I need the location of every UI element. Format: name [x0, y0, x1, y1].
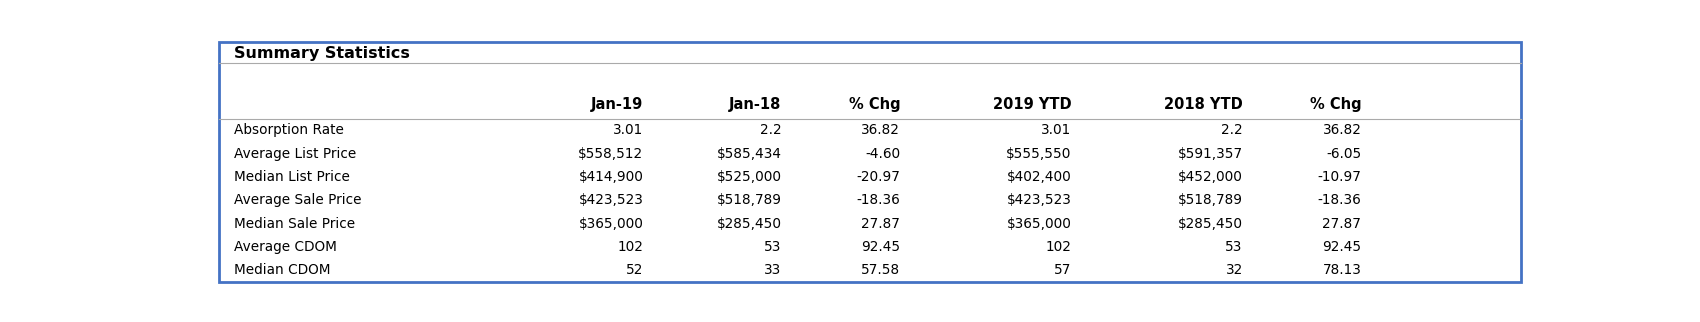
Text: 52: 52 [626, 263, 643, 277]
Text: 53: 53 [1226, 240, 1243, 254]
Text: Jan-19: Jan-19 [592, 97, 643, 112]
Text: $558,512: $558,512 [578, 147, 643, 161]
Text: $525,000: $525,000 [717, 170, 782, 184]
Text: -4.60: -4.60 [865, 147, 901, 161]
Text: 53: 53 [765, 240, 782, 254]
Text: -18.36: -18.36 [1318, 193, 1362, 207]
Text: Absorption Rate: Absorption Rate [233, 123, 343, 137]
Text: 92.45: 92.45 [1323, 240, 1362, 254]
FancyBboxPatch shape [219, 43, 1522, 282]
Text: -6.05: -6.05 [1326, 147, 1362, 161]
Text: $452,000: $452,000 [1178, 170, 1243, 184]
Text: $365,000: $365,000 [1006, 217, 1071, 231]
Text: Median Sale Price: Median Sale Price [233, 217, 355, 231]
Text: $423,523: $423,523 [1006, 193, 1071, 207]
Text: 2.2: 2.2 [760, 123, 782, 137]
Text: % Chg: % Chg [848, 97, 901, 112]
Text: Jan-18: Jan-18 [729, 97, 782, 112]
Text: 36.82: 36.82 [862, 123, 901, 137]
Text: % Chg: % Chg [1309, 97, 1362, 112]
Text: Average List Price: Average List Price [233, 147, 355, 161]
Text: $365,000: $365,000 [578, 217, 643, 231]
Text: 3.01: 3.01 [1042, 123, 1071, 137]
Text: Average Sale Price: Average Sale Price [233, 193, 360, 207]
Text: $591,357: $591,357 [1178, 147, 1243, 161]
Text: 102: 102 [617, 240, 643, 254]
Text: $423,523: $423,523 [578, 193, 643, 207]
Text: $285,450: $285,450 [1178, 217, 1243, 231]
Text: Median List Price: Median List Price [233, 170, 350, 184]
Text: 92.45: 92.45 [862, 240, 901, 254]
Text: $555,550: $555,550 [1006, 147, 1071, 161]
Text: -20.97: -20.97 [857, 170, 901, 184]
Text: $285,450: $285,450 [717, 217, 782, 231]
Text: $414,900: $414,900 [578, 170, 643, 184]
Text: -10.97: -10.97 [1318, 170, 1362, 184]
Text: 36.82: 36.82 [1323, 123, 1362, 137]
Text: 2018 YTD: 2018 YTD [1164, 97, 1243, 112]
Text: Summary Statistics: Summary Statistics [233, 46, 410, 61]
Text: 27.87: 27.87 [1323, 217, 1362, 231]
Text: 102: 102 [1046, 240, 1071, 254]
Text: 2019 YTD: 2019 YTD [993, 97, 1071, 112]
Text: 2.2: 2.2 [1221, 123, 1243, 137]
Text: $585,434: $585,434 [717, 147, 782, 161]
Text: 33: 33 [765, 263, 782, 277]
Text: 57: 57 [1054, 263, 1071, 277]
Text: 78.13: 78.13 [1323, 263, 1362, 277]
Text: 27.87: 27.87 [862, 217, 901, 231]
Text: $402,400: $402,400 [1006, 170, 1071, 184]
Text: 3.01: 3.01 [614, 123, 643, 137]
Text: -18.36: -18.36 [857, 193, 901, 207]
Text: $518,789: $518,789 [717, 193, 782, 207]
Text: Average CDOM: Average CDOM [233, 240, 337, 254]
Text: 57.58: 57.58 [862, 263, 901, 277]
Text: 32: 32 [1226, 263, 1243, 277]
Text: Median CDOM: Median CDOM [233, 263, 330, 277]
Text: $518,789: $518,789 [1178, 193, 1243, 207]
